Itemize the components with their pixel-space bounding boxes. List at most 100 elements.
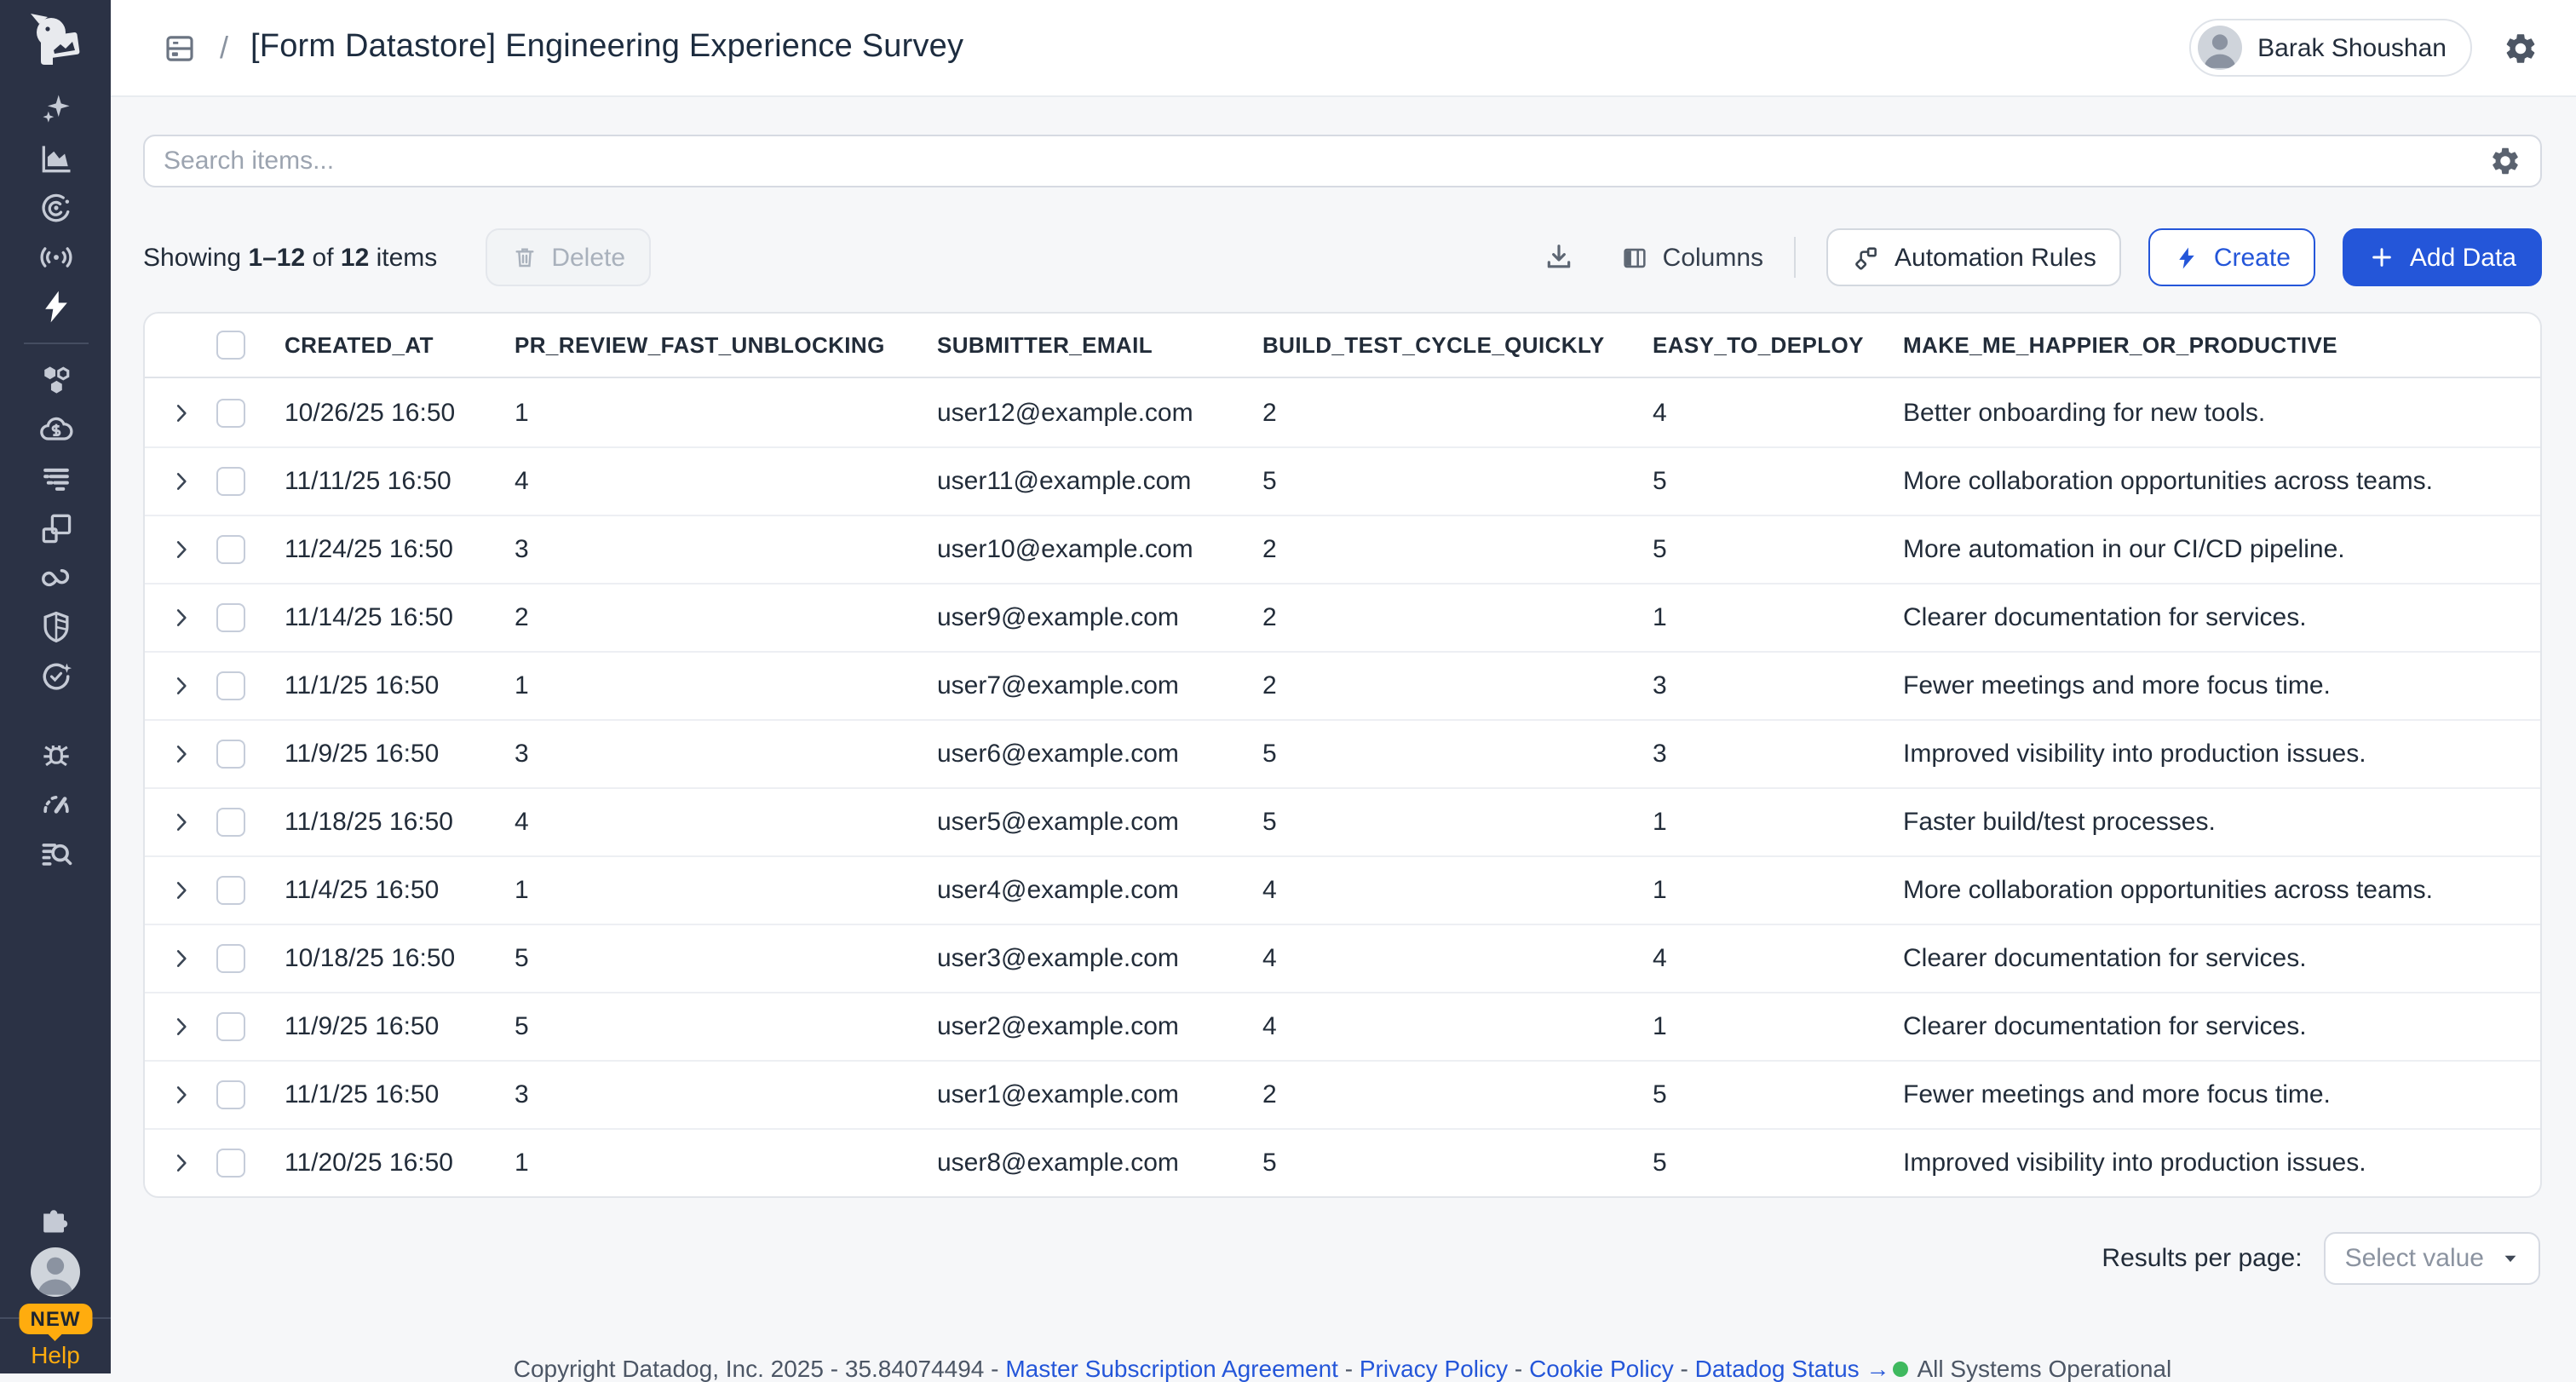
expand-row-icon[interactable]	[170, 1152, 192, 1174]
expand-row-icon[interactable]	[170, 401, 192, 423]
table-row[interactable]: 11/9/25 16:50 5 user2@example.com 4 1 Cl…	[145, 992, 2540, 1060]
table-row[interactable]: 11/18/25 16:50 4 user5@example.com 5 1 F…	[145, 787, 2540, 855]
table-row[interactable]: 10/18/25 16:50 5 user3@example.com 4 4 C…	[145, 924, 2540, 992]
expand-row-icon[interactable]	[170, 811, 192, 833]
row-checkbox[interactable]	[216, 398, 245, 427]
cell-build-test-cycle-quickly: 4	[1262, 1012, 1277, 1041]
expand-row-icon[interactable]	[170, 470, 192, 492]
expand-row-icon[interactable]	[170, 743, 192, 765]
column-header-created-at[interactable]: CREATED_AT	[285, 332, 434, 358]
select-all-checkbox[interactable]	[216, 331, 245, 360]
cell-pr-review-fast-unblocking: 1	[515, 876, 529, 905]
settings-gear-icon[interactable]	[2503, 30, 2539, 66]
row-checkbox[interactable]	[216, 1080, 245, 1109]
cell-created-at: 11/9/25 16:50	[285, 740, 440, 769]
security-icon[interactable]	[37, 608, 74, 646]
column-header-easy-to-deploy[interactable]: EASY_TO_DEPLOY	[1653, 332, 1864, 358]
footer-link[interactable]: Datadog Status →	[1694, 1355, 1890, 1382]
cell-easy-to-deploy: 5	[1653, 467, 1667, 496]
table-row[interactable]: 11/4/25 16:50 1 user4@example.com 4 1 Mo…	[145, 855, 2540, 924]
cell-submitter-email: user3@example.com	[937, 944, 1179, 973]
table-row[interactable]: 11/9/25 16:50 3 user6@example.com 5 3 Im…	[145, 719, 2540, 787]
error-tracking-icon[interactable]	[37, 736, 74, 774]
footer-link[interactable]: Master Subscription Agreement	[1005, 1355, 1338, 1382]
dashboards-icon[interactable]	[37, 510, 74, 547]
datastore-icon[interactable]	[162, 30, 198, 66]
table-row[interactable]: 11/14/25 16:50 2 user9@example.com 2 1 C…	[145, 583, 2540, 651]
table-header-row: CREATED_AT PR_REVIEW_FAST_UNBLOCKING SUB…	[145, 314, 2540, 378]
row-checkbox[interactable]	[216, 808, 245, 837]
monitoring-gauge-icon[interactable]	[37, 786, 74, 823]
pagination-row: Results per page: Select value	[143, 1232, 2542, 1285]
user-avatar	[2198, 26, 2243, 70]
watchdog-icon[interactable]	[37, 189, 74, 227]
table-row[interactable]: 11/1/25 16:50 1 user7@example.com 2 3 Fe…	[145, 651, 2540, 719]
expand-row-icon[interactable]	[170, 879, 192, 901]
cell-submitter-email: user5@example.com	[937, 808, 1179, 837]
search-input[interactable]	[145, 136, 2540, 186]
row-checkbox[interactable]	[216, 603, 245, 632]
column-header-pr-review[interactable]: PR_REVIEW_FAST_UNBLOCKING	[515, 332, 885, 358]
datadog-logo[interactable]	[21, 7, 89, 75]
cell-pr-review-fast-unblocking: 1	[515, 671, 529, 700]
row-checkbox[interactable]	[216, 1012, 245, 1041]
table-row[interactable]: 11/1/25 16:50 3 user1@example.com 2 5 Fe…	[145, 1060, 2540, 1128]
footer-text: -	[1337, 1355, 1360, 1382]
footer-text: All Systems Operational	[1917, 1355, 2172, 1382]
cell-created-at: 11/1/25 16:50	[285, 1080, 440, 1109]
bolt-icon[interactable]	[37, 288, 74, 325]
ci-cd-icon[interactable]	[37, 559, 74, 596]
table-row[interactable]: 11/20/25 16:50 1 user8@example.com 5 5 I…	[145, 1128, 2540, 1196]
log-search-icon[interactable]	[37, 835, 74, 872]
row-checkbox[interactable]	[216, 1149, 245, 1178]
logs-icon[interactable]	[37, 460, 74, 498]
cloud-cost-icon[interactable]	[37, 411, 74, 448]
expand-row-icon[interactable]	[170, 607, 192, 629]
service-management-icon[interactable]	[37, 658, 74, 695]
table-row[interactable]: 10/26/25 16:50 1 user12@example.com 2 4 …	[145, 378, 2540, 446]
column-header-build-test[interactable]: BUILD_TEST_CYCLE_QUICKLY	[1262, 332, 1605, 358]
user-menu[interactable]: Barak Shoushan	[2189, 19, 2472, 77]
help-button[interactable]: Help	[31, 1341, 80, 1368]
expand-row-icon[interactable]	[170, 675, 192, 697]
footer-link[interactable]: Cookie Policy	[1529, 1355, 1674, 1382]
column-header-make-me-happier[interactable]: MAKE_ME_HAPPIER_OR_PRODUCTIVE	[1903, 332, 2338, 358]
table-row[interactable]: 11/24/25 16:50 3 user10@example.com 2 5 …	[145, 515, 2540, 583]
search-settings-icon[interactable]	[2489, 145, 2521, 177]
create-button[interactable]: Create	[2148, 228, 2316, 286]
user-name: Barak Shoushan	[2257, 33, 2447, 62]
sidebar-user-avatar[interactable]	[31, 1247, 80, 1297]
automation-rules-button[interactable]: Automation Rules	[1826, 228, 2122, 286]
results-per-page-select[interactable]: Select value	[2324, 1232, 2540, 1285]
expand-row-icon[interactable]	[170, 1084, 192, 1106]
integrations-hex-icon[interactable]	[37, 361, 74, 399]
puzzle-icon[interactable]	[36, 1200, 73, 1237]
footer-text: -	[984, 1355, 1006, 1382]
delete-button[interactable]: Delete	[485, 228, 652, 286]
row-checkbox[interactable]	[216, 535, 245, 564]
footer-link[interactable]: Privacy Policy	[1359, 1355, 1509, 1382]
row-checkbox[interactable]	[216, 467, 245, 496]
sparkles-icon[interactable]	[37, 90, 74, 128]
results-per-page-label: Results per page:	[2102, 1244, 2303, 1273]
row-checkbox[interactable]	[216, 876, 245, 905]
cell-easy-to-deploy: 3	[1653, 740, 1667, 769]
expand-row-icon[interactable]	[170, 1016, 192, 1038]
expand-row-icon[interactable]	[170, 947, 192, 970]
download-icon[interactable]	[1542, 240, 1576, 274]
cell-submitter-email: user1@example.com	[937, 1080, 1179, 1109]
metrics-icon[interactable]	[37, 140, 74, 177]
column-header-submitter-email[interactable]: SUBMITTER_EMAIL	[937, 332, 1153, 358]
cell-build-test-cycle-quickly: 2	[1262, 1080, 1277, 1109]
row-checkbox[interactable]	[216, 671, 245, 700]
row-checkbox[interactable]	[216, 944, 245, 973]
row-checkbox[interactable]	[216, 740, 245, 769]
llm-observability-icon[interactable]	[37, 239, 74, 276]
cell-build-test-cycle-quickly: 2	[1262, 603, 1277, 632]
table-row[interactable]: 11/11/25 16:50 4 user11@example.com 5 5 …	[145, 446, 2540, 515]
cell-build-test-cycle-quickly: 5	[1262, 808, 1277, 837]
expand-row-icon[interactable]	[170, 538, 192, 561]
add-data-button[interactable]: Add Data	[2343, 228, 2542, 286]
cell-submitter-email: user6@example.com	[937, 740, 1179, 769]
columns-button[interactable]: Columns	[1620, 243, 1763, 272]
